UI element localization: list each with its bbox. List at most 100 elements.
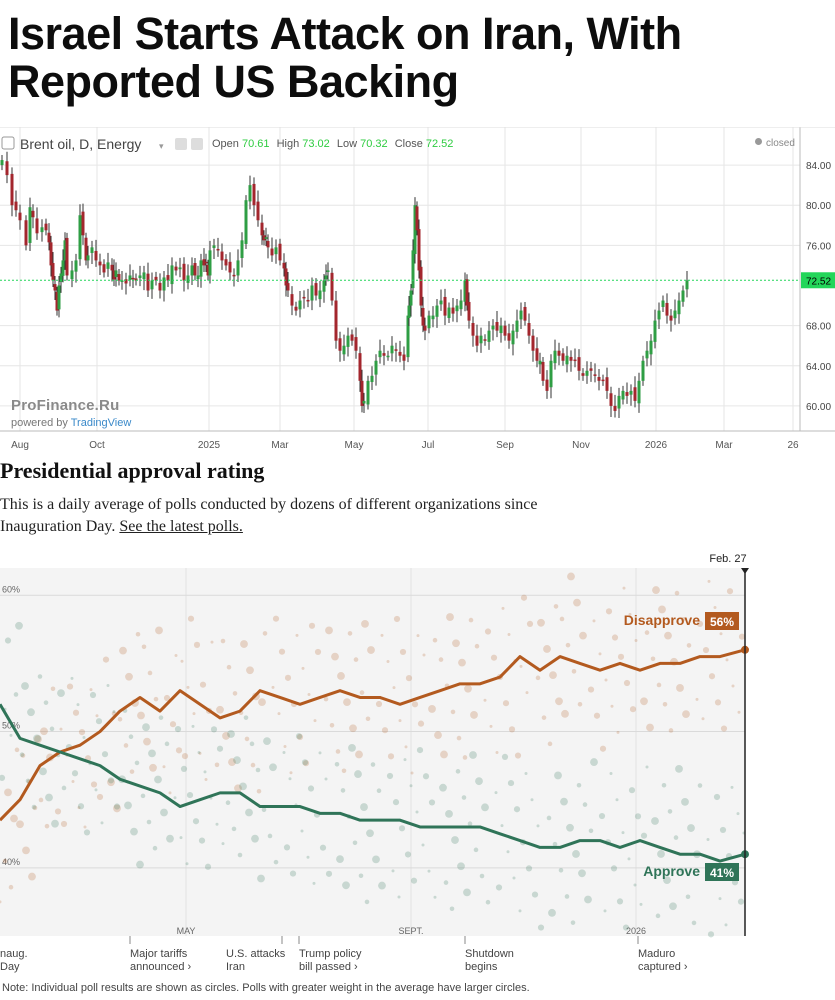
poll-result-circle (386, 772, 394, 780)
poll-result-circle (640, 697, 648, 706)
chart-settings-icon (1, 136, 15, 150)
oil-candle-body (531, 335, 535, 351)
poll-result-circle (507, 633, 511, 637)
poll-result-circle (397, 895, 401, 899)
latest-polls-link[interactable]: See the latest polls. (119, 518, 243, 535)
poll-result-circle (89, 688, 93, 692)
poll-result-circle (535, 675, 541, 681)
poll-result-circle (524, 772, 528, 776)
footnote: Note: Individual poll results are shown … (2, 982, 530, 994)
poll-result-circle (730, 785, 734, 789)
poll-result-circle (136, 860, 144, 869)
poll-result-circle (467, 821, 473, 826)
poll-result-circle (9, 733, 13, 737)
oil-candle-body (443, 296, 447, 316)
annotation-sublabel: announced › (130, 961, 191, 973)
oil-candle-body (86, 255, 90, 261)
poll-result-circle (687, 824, 695, 832)
poll-result-circle (530, 798, 534, 802)
oil-candle-body (685, 280, 689, 290)
poll-result-circle (628, 787, 636, 794)
poll-result-circle (474, 643, 480, 649)
poll-result-circle (77, 806, 81, 810)
oil-candle-body (65, 237, 69, 276)
poll-result-circle (37, 674, 43, 679)
poll-result-circle (725, 658, 729, 662)
poll-result-circle (22, 846, 30, 855)
poll-result-circle (66, 683, 74, 690)
poll-result-circle (381, 727, 389, 734)
poll-result-circle (14, 747, 20, 753)
poll-result-circle (256, 788, 262, 794)
brent-oil-chart[interactable]: Aug Oct 2025 Mar May Jul Sep Nov 2026 Mar 26 84.00 8… (0, 127, 835, 454)
poll-result-circle (44, 823, 50, 829)
poll-result-circle (691, 920, 697, 926)
oil-candle-body (290, 294, 294, 306)
oil-candle-body (240, 240, 244, 258)
oil-y-tick-label: 84.00 (806, 161, 831, 172)
oil-symbol-title[interactable]: Brent oil, D, Energy (20, 136, 142, 152)
poll-result-circle (603, 909, 607, 913)
status-text: closed (766, 138, 795, 149)
poll-result-circle (610, 704, 614, 708)
poll-result-circle (485, 899, 491, 905)
oil-candle-body (57, 285, 61, 310)
oil-candle-body (346, 335, 350, 347)
oil-candle-body (324, 275, 328, 280)
approval-chart[interactable]: MAY SEPT. 2026 60% 50% 40% Disapprove 56% Approv… (0, 548, 835, 978)
poll-result-circle (623, 679, 631, 687)
poll-result-circle (337, 672, 345, 680)
poll-result-circle (428, 799, 436, 806)
oil-candle-body (541, 361, 545, 381)
poll-result-circle (113, 804, 121, 813)
poll-result-circle (644, 630, 650, 635)
poll-result-circle (718, 897, 722, 901)
poll-result-circle (713, 793, 721, 801)
poll-result-circle (334, 761, 340, 767)
poll-result-circle (628, 612, 632, 616)
oil-candle-body (406, 315, 410, 358)
powered-by-tradingview[interactable]: powered by TradingView (11, 417, 131, 429)
poll-result-circle (20, 753, 26, 758)
poll-result-circle (147, 670, 153, 676)
poll-result-circle (495, 751, 499, 755)
poll-result-circle (518, 909, 522, 913)
oil-candle-body (212, 245, 216, 248)
oil-candle-body (629, 390, 633, 395)
open-value: 70.61 (241, 138, 270, 150)
poll-result-circle (71, 779, 75, 783)
poll-result-circle (646, 723, 654, 732)
poll-result-circle (457, 862, 465, 871)
poll-result-circle (405, 675, 413, 682)
poll-result-circle (341, 768, 347, 774)
poll-result-circle (198, 837, 206, 844)
poll-result-circle (277, 712, 281, 716)
poll-result-circle (220, 638, 226, 644)
oil-candle-body (190, 265, 194, 276)
oil-candle-body (467, 301, 471, 321)
poll-result-circle (244, 736, 250, 742)
oil-candle-body (44, 223, 48, 231)
oil-candle-body (35, 218, 39, 234)
oil-candle-body (24, 220, 28, 246)
poll-result-circle (257, 874, 265, 883)
poll-result-circle (399, 648, 407, 656)
poll-result-circle (173, 796, 177, 800)
oil-candle-body (314, 283, 318, 296)
poll-result-circle (391, 869, 395, 873)
poll-result-circle (679, 868, 685, 873)
poll-result-circle (403, 758, 407, 762)
poll-result-circle (166, 834, 174, 843)
annotation-label: Maduro (638, 948, 675, 960)
tradingview-link[interactable]: TradingView (70, 417, 132, 429)
high-label: High (276, 138, 300, 150)
oil-x-tick-label: Oct (89, 440, 105, 451)
oil-candle-body (374, 360, 378, 375)
poll-result-circle (559, 616, 565, 622)
oil-candle-body (18, 212, 22, 221)
poll-result-circle (347, 631, 353, 636)
disapprove-label: Disapprove (624, 612, 700, 628)
poll-result-circle (216, 705, 224, 714)
oil-candle-body (557, 350, 561, 356)
poll-result-circle (186, 685, 190, 689)
